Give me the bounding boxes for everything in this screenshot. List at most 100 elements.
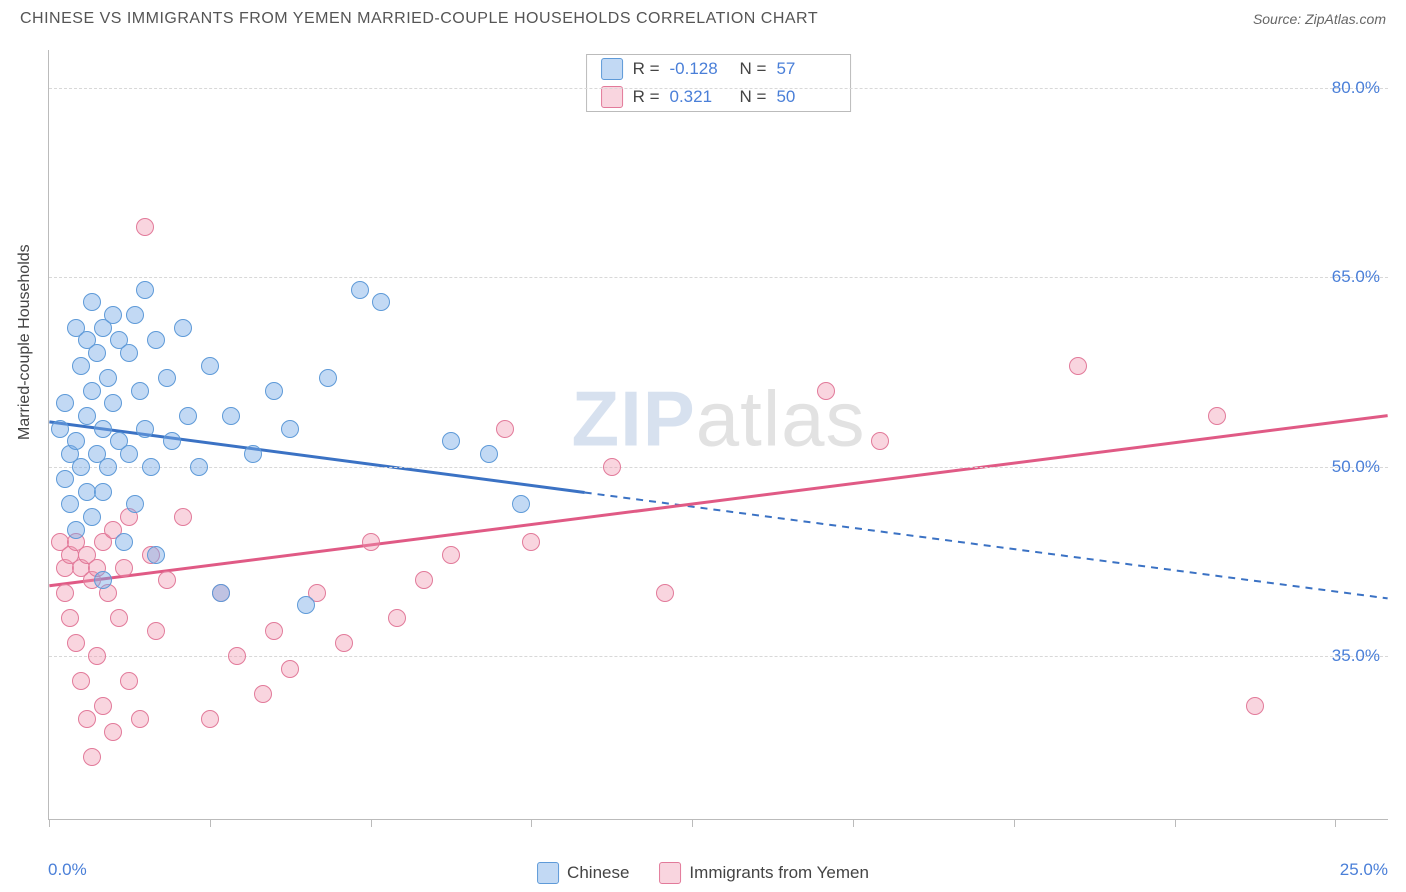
data-point-blue <box>512 495 530 513</box>
data-point-blue <box>174 319 192 337</box>
data-point-pink <box>174 508 192 526</box>
data-point-pink <box>158 571 176 589</box>
data-point-pink <box>104 723 122 741</box>
x-tick <box>210 819 211 827</box>
series-legend: Chinese Immigrants from Yemen <box>537 862 869 884</box>
data-point-pink <box>415 571 433 589</box>
data-point-blue <box>115 533 133 551</box>
data-point-blue <box>83 293 101 311</box>
r-value-pink: 0.321 <box>670 87 730 107</box>
data-point-blue <box>442 432 460 450</box>
data-point-pink <box>388 609 406 627</box>
y-tick-label: 35.0% <box>1332 646 1380 666</box>
y-tick-label: 65.0% <box>1332 267 1380 287</box>
data-point-blue <box>297 596 315 614</box>
data-point-blue <box>78 407 96 425</box>
legend-item-pink: Immigrants from Yemen <box>659 862 869 884</box>
data-point-blue <box>104 306 122 324</box>
data-point-blue <box>83 508 101 526</box>
data-point-blue <box>147 331 165 349</box>
chart-title: CHINESE VS IMMIGRANTS FROM YEMEN MARRIED… <box>20 10 818 28</box>
data-point-pink <box>362 533 380 551</box>
data-point-pink <box>120 672 138 690</box>
data-point-blue <box>244 445 262 463</box>
r-value-blue: -0.128 <box>670 59 730 79</box>
data-point-blue <box>147 546 165 564</box>
data-point-pink <box>871 432 889 450</box>
data-point-blue <box>120 445 138 463</box>
data-point-pink <box>94 697 112 715</box>
x-tick-min: 0.0% <box>48 860 87 880</box>
gridline <box>49 88 1388 89</box>
data-point-pink <box>72 672 90 690</box>
correlation-legend: R = -0.128 N = 57 R = 0.321 N = 50 <box>586 54 852 112</box>
scatter-chart: ZIPatlas R = -0.128 N = 57 R = 0.321 N =… <box>48 50 1388 820</box>
gridline <box>49 467 1388 468</box>
data-point-pink <box>88 647 106 665</box>
data-point-blue <box>136 420 154 438</box>
data-point-pink <box>83 748 101 766</box>
data-point-blue <box>56 394 74 412</box>
data-point-pink <box>522 533 540 551</box>
data-point-blue <box>94 483 112 501</box>
data-point-blue <box>179 407 197 425</box>
data-point-blue <box>351 281 369 299</box>
data-point-blue <box>72 458 90 476</box>
data-point-pink <box>496 420 514 438</box>
data-point-pink <box>115 559 133 577</box>
swatch-pink-icon <box>659 862 681 884</box>
data-point-pink <box>67 634 85 652</box>
x-tick-max: 25.0% <box>1340 860 1388 880</box>
y-tick-label: 80.0% <box>1332 78 1380 98</box>
data-point-blue <box>83 382 101 400</box>
legend-item-blue: Chinese <box>537 862 629 884</box>
data-point-pink <box>603 458 621 476</box>
data-point-blue <box>281 420 299 438</box>
data-point-blue <box>222 407 240 425</box>
data-point-blue <box>51 420 69 438</box>
data-point-blue <box>94 420 112 438</box>
data-point-pink <box>61 609 79 627</box>
data-point-blue <box>131 382 149 400</box>
data-point-blue <box>265 382 283 400</box>
x-tick <box>853 819 854 827</box>
data-point-pink <box>265 622 283 640</box>
x-tick <box>1335 819 1336 827</box>
data-point-pink <box>817 382 835 400</box>
data-point-pink <box>56 584 74 602</box>
data-point-pink <box>335 634 353 652</box>
data-point-pink <box>656 584 674 602</box>
data-point-pink <box>1069 357 1087 375</box>
data-point-pink <box>136 218 154 236</box>
data-point-blue <box>480 445 498 463</box>
source-attribution: Source: ZipAtlas.com <box>1253 11 1386 27</box>
x-tick <box>1014 819 1015 827</box>
swatch-pink <box>601 86 623 108</box>
gridline <box>49 656 1388 657</box>
data-point-pink <box>78 710 96 728</box>
data-point-pink <box>147 622 165 640</box>
data-point-blue <box>158 369 176 387</box>
data-point-pink <box>254 685 272 703</box>
data-point-blue <box>67 521 85 539</box>
data-point-blue <box>67 432 85 450</box>
x-tick <box>531 819 532 827</box>
data-point-pink <box>281 660 299 678</box>
data-point-pink <box>1246 697 1264 715</box>
data-point-blue <box>104 394 122 412</box>
data-point-blue <box>319 369 337 387</box>
data-point-blue <box>372 293 390 311</box>
data-point-blue <box>201 357 219 375</box>
data-point-blue <box>126 495 144 513</box>
data-point-blue <box>99 458 117 476</box>
data-point-pink <box>131 710 149 728</box>
swatch-blue <box>601 58 623 80</box>
data-point-blue <box>142 458 160 476</box>
trend-lines <box>49 50 1388 819</box>
y-axis-label: Married-couple Households <box>16 244 34 440</box>
data-point-blue <box>61 495 79 513</box>
n-value-blue: 57 <box>776 59 836 79</box>
swatch-blue-icon <box>537 862 559 884</box>
data-point-blue <box>94 571 112 589</box>
legend-label-blue: Chinese <box>567 863 629 883</box>
